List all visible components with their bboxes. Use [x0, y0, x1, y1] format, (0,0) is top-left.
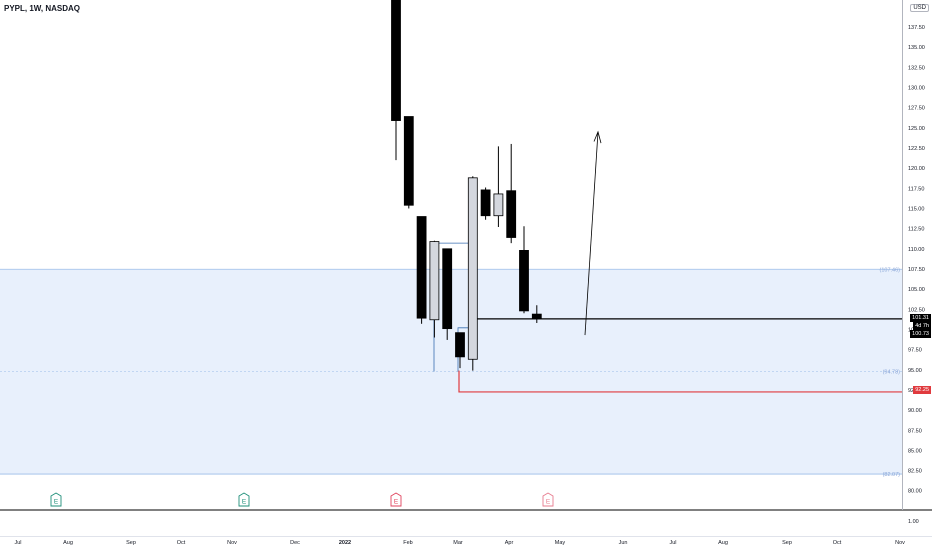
- date-tick-label: Jun: [619, 540, 628, 546]
- candle-bull: [493, 193, 504, 217]
- price-tick-label: 112.50: [908, 227, 924, 233]
- candle-bull: [429, 241, 440, 321]
- ticker-title: PYPL, 1W, NASDAQ: [4, 4, 81, 13]
- ma-value-tag: 100.73: [910, 330, 931, 338]
- projection-arrow-head: [593, 130, 602, 144]
- date-tick-label: Nov: [227, 540, 237, 546]
- stop-line: [458, 370, 903, 393]
- earnings-marker-label: E: [54, 499, 59, 506]
- date-tick-label: Aug: [718, 540, 728, 546]
- price-tick-label: 120.00: [908, 166, 925, 172]
- price-scale[interactable]: [902, 0, 932, 510]
- candle-bear: [531, 313, 542, 320]
- candle-bear: [519, 250, 529, 312]
- countdown-tag: 4d 7h: [913, 322, 931, 330]
- date-tick-label: Sep: [782, 540, 792, 546]
- price-tick-label: 85.00: [908, 448, 922, 454]
- candle-bear: [391, 0, 401, 121]
- price-tick-label: 87.50: [908, 428, 922, 434]
- candle-bear: [403, 116, 414, 206]
- candle-bear: [480, 189, 491, 217]
- earnings-marker-label: E: [242, 499, 247, 506]
- earnings-marker-icon: [238, 492, 250, 507]
- earnings-marker-label: E: [394, 499, 399, 506]
- price-tick-label: 122.50: [908, 146, 925, 152]
- candle-bull: [467, 177, 478, 360]
- price-tick-label: 125.00: [908, 126, 925, 132]
- price-tick-label: 115.00: [908, 206, 924, 212]
- candle-bear: [455, 332, 465, 358]
- price-tick-label: 107.50: [908, 267, 925, 273]
- earnings-marker-icon: [50, 492, 62, 507]
- price-tick-label: 137.50: [908, 25, 925, 31]
- earnings-marker-icon: [390, 492, 402, 507]
- date-tick-label: Jul: [669, 540, 676, 546]
- date-tick-label: May: [555, 540, 566, 546]
- earnings-marker-label: E: [546, 499, 551, 506]
- date-tick-label: Feb: [403, 540, 412, 546]
- date-tick-label: Oct: [833, 540, 842, 546]
- price-tick-label: 130.00: [908, 85, 925, 91]
- currency-label[interactable]: USD: [910, 4, 929, 12]
- price-tick-label: 135.00: [908, 45, 925, 51]
- date-tick-label: Aug: [63, 540, 73, 546]
- price-tick-label: 80.00: [908, 489, 922, 495]
- date-tick-label: Mar: [453, 540, 463, 546]
- date-tick-label: Nov: [895, 540, 905, 546]
- price-tick-label: 90.00: [908, 408, 922, 414]
- zone-label-mid-label: (94.78): [883, 370, 901, 376]
- price-tick-label: 82.50: [908, 469, 922, 475]
- date-tick-label: 2022: [339, 540, 351, 546]
- candle-bear: [506, 190, 517, 238]
- date-tick-label: Sep: [126, 540, 136, 546]
- date-tick-label: Jul: [14, 540, 21, 546]
- zone-label-lower-label: (82.07): [883, 472, 901, 478]
- price-tick-label: 127.50: [908, 106, 925, 112]
- zone-label-upper-label: (107.46): [880, 267, 901, 273]
- price-tick-label: 95.00: [908, 368, 922, 374]
- earnings-marker-icon: [542, 492, 554, 507]
- price-tick-label: 132.50: [908, 65, 925, 71]
- price-tick-label: 102.50: [908, 307, 925, 313]
- date-axis-border: [0, 536, 932, 537]
- stop-price-tag: 92.25: [913, 386, 931, 394]
- price-tick-label: 117.50: [908, 186, 924, 192]
- projection-arrow-line: [584, 131, 599, 336]
- price-tick-label: 97.50: [908, 348, 922, 354]
- candle-bear: [442, 248, 453, 330]
- date-tick-label: Dec: [290, 540, 300, 546]
- date-tick-label: Apr: [505, 540, 514, 546]
- price-tick-label: 105.00: [908, 287, 925, 293]
- candle-bear: [416, 216, 427, 319]
- date-tick-label: Oct: [177, 540, 186, 546]
- price-tick-label: 110.00: [908, 247, 924, 253]
- lower-pane-tick-label: 1.00: [908, 519, 919, 525]
- last-price-tag: 101.31: [910, 314, 931, 322]
